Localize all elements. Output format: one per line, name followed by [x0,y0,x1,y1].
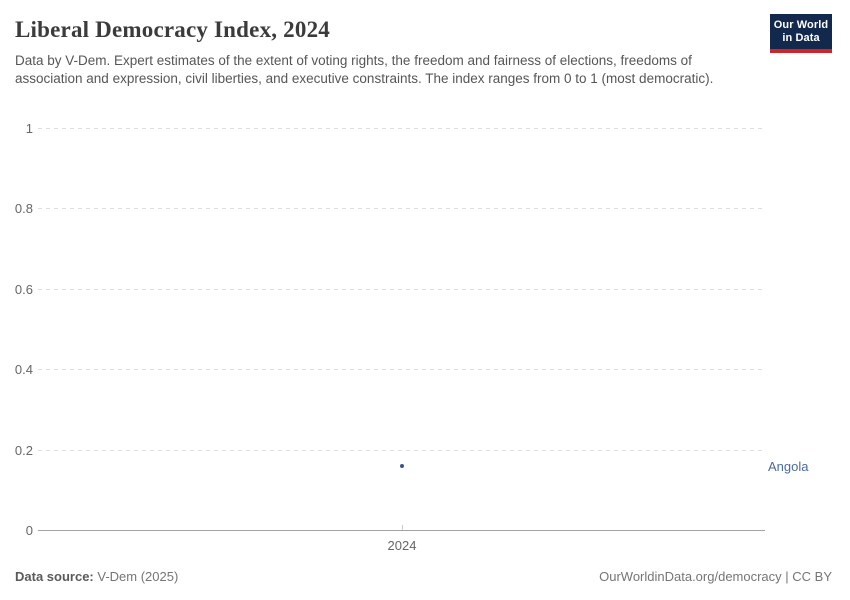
data-source-line: Data source: V-Dem (2025) [15,569,178,584]
owid-logo-box: Our World in Data [770,14,832,49]
x-axis-line [38,530,765,531]
y-tick-label: 0.8 [14,201,33,216]
owid-logo-text-line2: in Data [782,31,820,44]
owid-logo-accent-bar [770,49,832,53]
y-tick-label: 0.6 [14,282,33,297]
x-tick-label: 2024 [387,538,417,553]
y-gridline [38,128,765,129]
y-gridline [38,289,765,290]
y-gridline [38,369,765,370]
series-label-angola[interactable]: Angola [768,459,809,474]
chart-subtitle: Data by V-Dem. Expert estimates of the e… [15,53,714,86]
y-gridline [38,450,765,451]
data-point-angola[interactable] [400,464,404,468]
credit-link[interactable]: OurWorldinData.org/democracy | CC BY [599,569,832,584]
owid-logo-text-line1: Our World [773,18,829,31]
y-gridline [38,208,765,209]
data-source-label: Data source: [15,569,94,584]
y-tick-label: 0.2 [14,443,33,458]
y-tick-label: 1 [25,121,33,136]
owid-logo: Our World in Data [770,14,832,53]
x-tick-mark [402,525,403,530]
y-tick-label: 0.4 [14,362,33,377]
data-source-value: V-Dem (2025) [93,569,179,584]
chart-title: Liberal Democracy Index, 2024 [15,17,330,42]
y-tick-label: 0 [25,523,33,538]
